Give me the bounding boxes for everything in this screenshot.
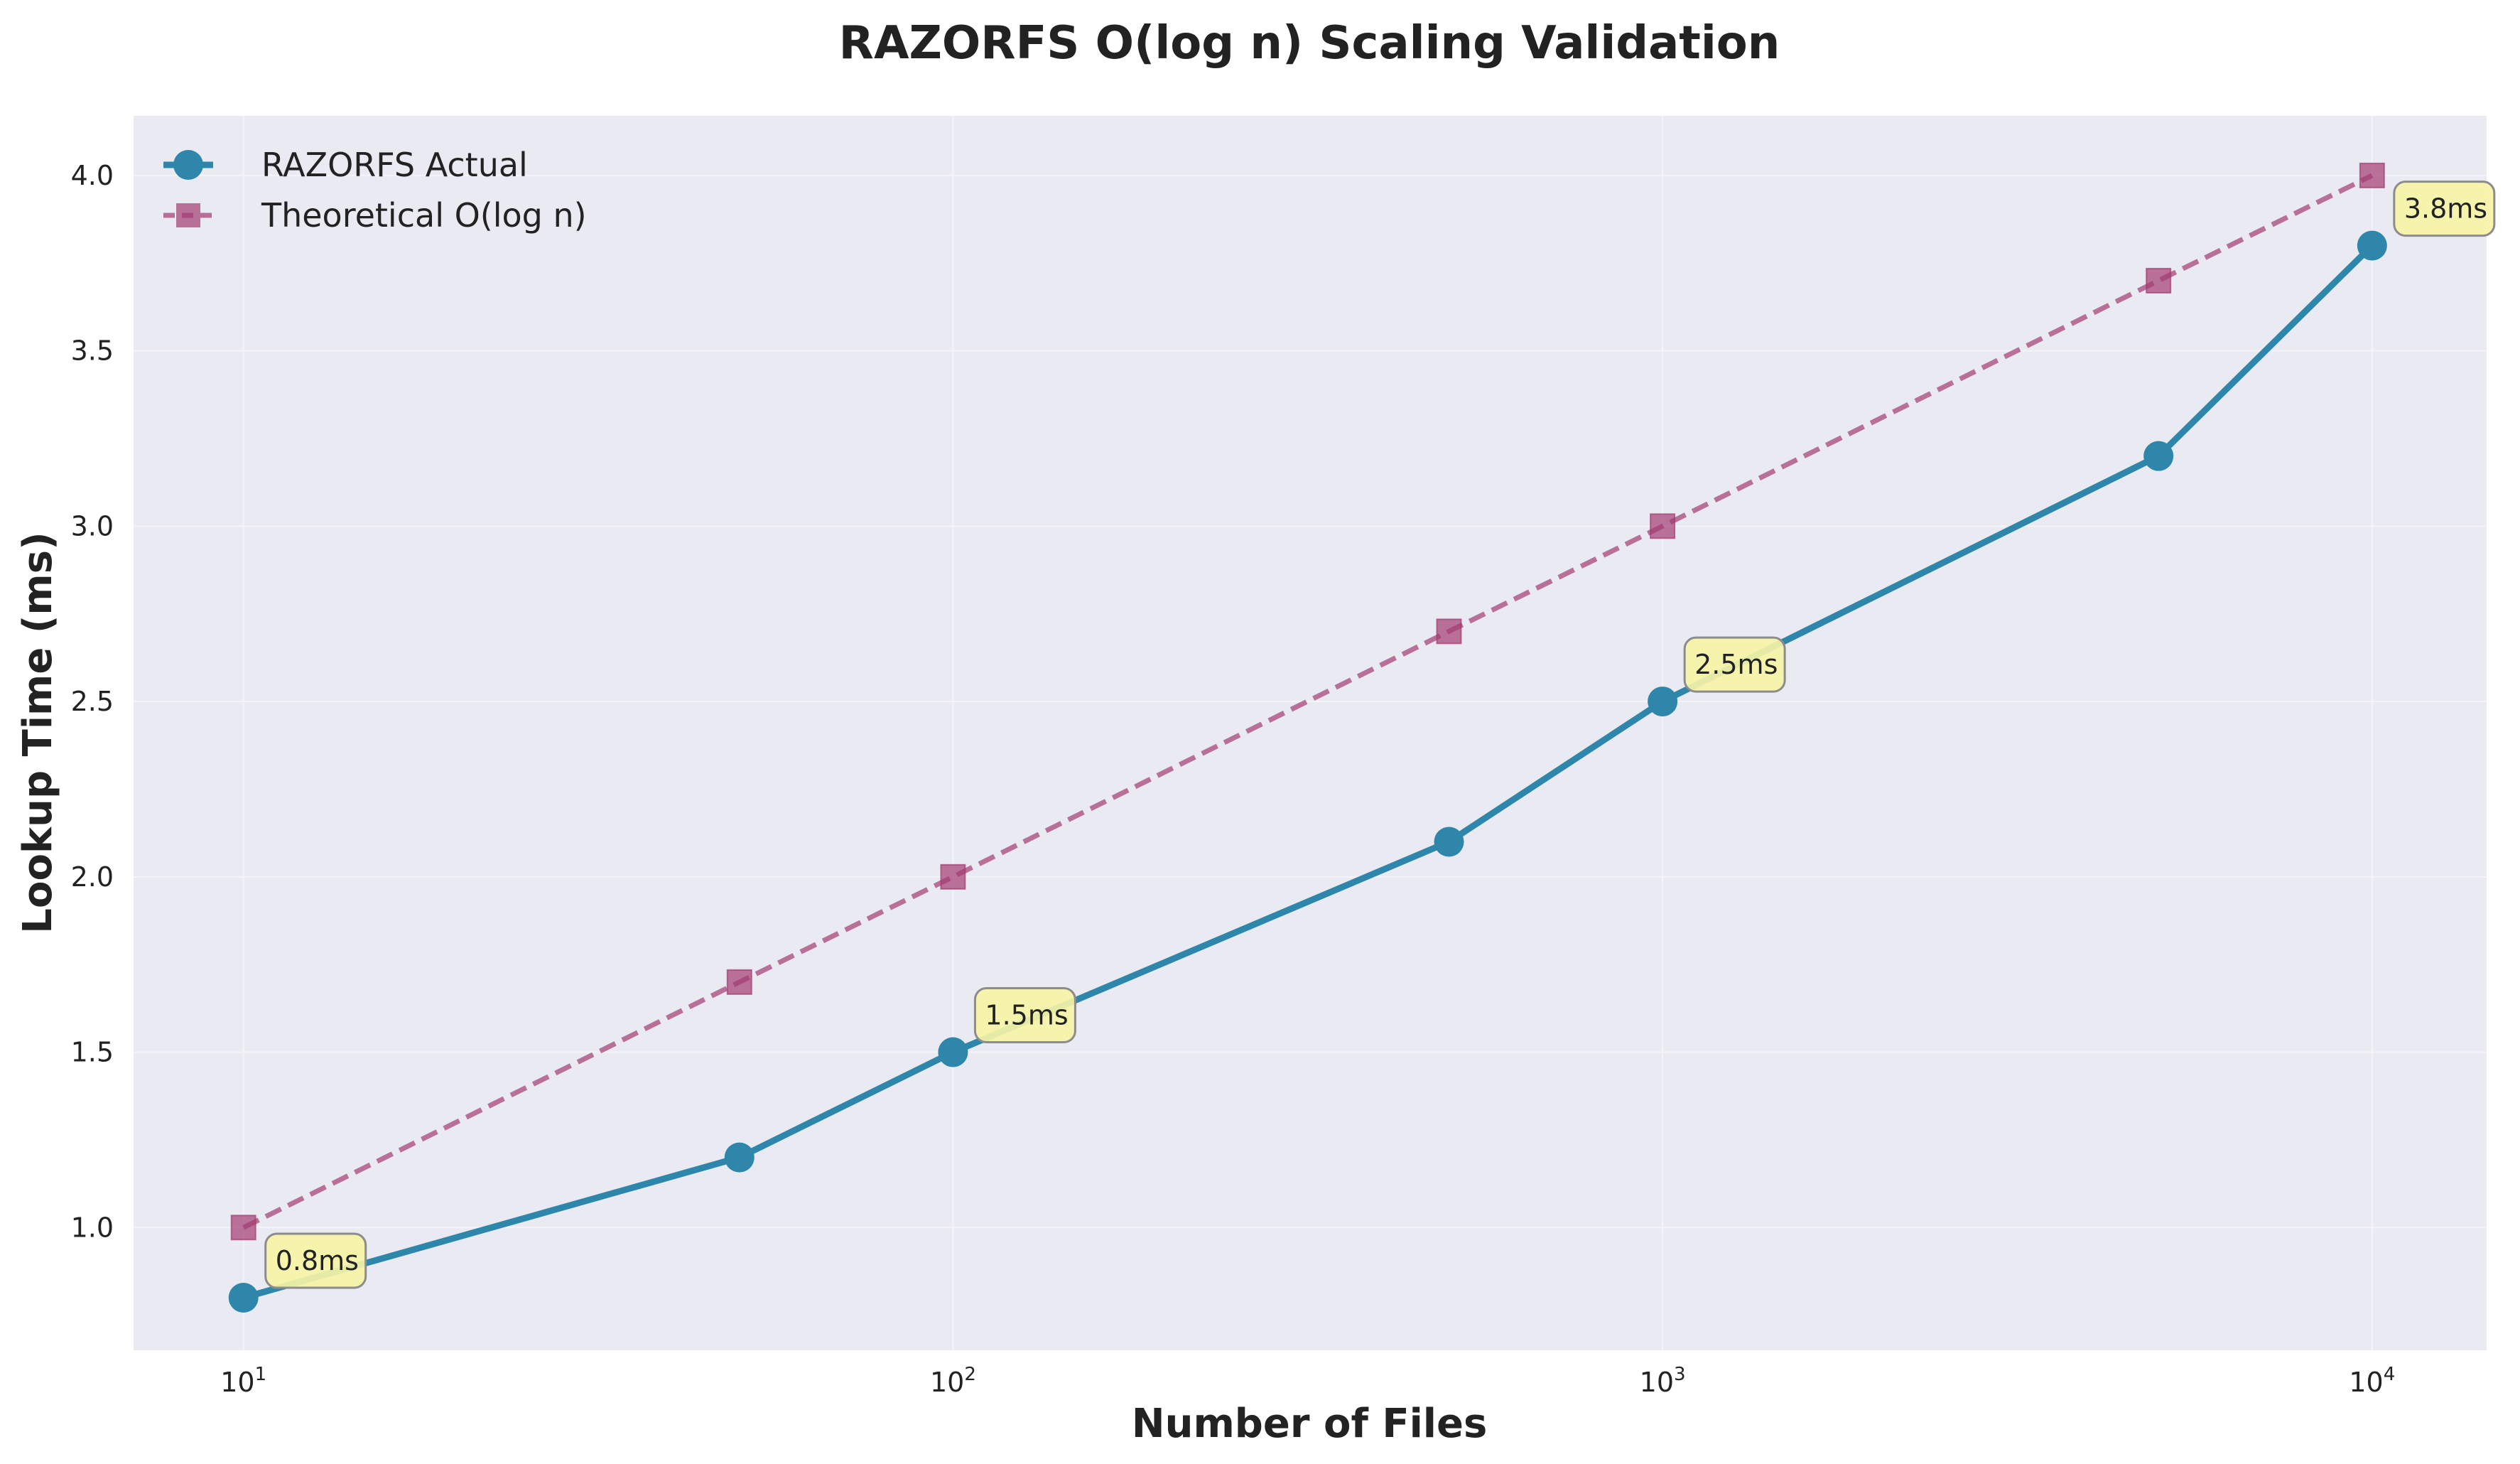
x-axis-ticks: 101 102 103 104 xyxy=(220,1364,2395,1398)
y-tick-label: 3.0 xyxy=(71,510,114,542)
x-tick-label: 102 xyxy=(930,1364,976,1398)
x-axis-label: Number of Files xyxy=(1132,1401,1488,1447)
data-point xyxy=(2359,162,2385,188)
annotation: 0.8ms xyxy=(264,1232,367,1289)
legend-label-razorfs-actual: RAZORFS Actual xyxy=(261,146,528,184)
y-axis-ticks: 1.0 1.5 2.0 2.5 3.0 3.5 4.0 xyxy=(71,160,114,1243)
data-point xyxy=(1648,687,1678,717)
data-point xyxy=(1436,618,1462,645)
annotation-label: 3.8ms xyxy=(2404,193,2487,225)
series-theoretical-o-log-n xyxy=(230,162,2385,1241)
data-point xyxy=(726,969,752,995)
x-tick-label: 103 xyxy=(1640,1364,1686,1398)
series-layer xyxy=(228,162,2387,1313)
y-tick-label: 4.0 xyxy=(71,160,114,191)
plot-area xyxy=(134,116,2487,1350)
y-axis-label: Lookup Time (ms) xyxy=(15,532,61,933)
legend-marker-razorfs-actual xyxy=(173,150,203,180)
annotation-box xyxy=(1683,636,1786,693)
data-point xyxy=(2357,230,2387,261)
y-tick-label: 3.5 xyxy=(71,335,114,367)
annotation: 1.5ms xyxy=(973,987,1076,1044)
legend-marker-theoretical xyxy=(176,203,200,227)
y-tick-label: 2.0 xyxy=(71,861,114,893)
data-point xyxy=(938,1037,968,1067)
legend-label-theoretical: Theoretical O(log n) xyxy=(261,196,587,235)
data-point xyxy=(940,863,966,890)
x-tick-label: 104 xyxy=(2349,1364,2395,1398)
annotation: 3.8ms xyxy=(2393,181,2496,237)
grid xyxy=(134,116,2487,1350)
data-point xyxy=(1434,827,1464,857)
annotation: 2.5ms xyxy=(1683,636,1786,693)
data-point xyxy=(230,1215,256,1241)
data-point xyxy=(2143,441,2174,471)
annotation-box xyxy=(973,987,1076,1044)
chart-title: RAZORFS O(log n) Scaling Validation xyxy=(839,17,1780,70)
annotation-label: 2.5ms xyxy=(1694,649,1778,680)
annotation-label: 1.5ms xyxy=(985,1000,1068,1031)
x-tick-label: 101 xyxy=(220,1364,266,1398)
y-tick-label: 2.5 xyxy=(71,686,114,717)
data-point xyxy=(724,1142,755,1173)
annotations: 0.8ms 1.5ms 2.5ms 3.8ms xyxy=(264,181,2496,1289)
y-tick-label: 1.0 xyxy=(71,1212,114,1243)
annotation-label: 0.8ms xyxy=(276,1245,359,1276)
data-point xyxy=(2146,267,2172,294)
data-point xyxy=(1650,513,1676,539)
annotation-box xyxy=(264,1232,367,1289)
data-point xyxy=(228,1282,259,1313)
y-tick-label: 1.5 xyxy=(71,1037,114,1068)
legend: RAZORFS Actual Theoretical O(log n) xyxy=(163,146,587,235)
annotation-box xyxy=(2393,181,2496,237)
series-razorfs-actual xyxy=(228,230,2387,1313)
